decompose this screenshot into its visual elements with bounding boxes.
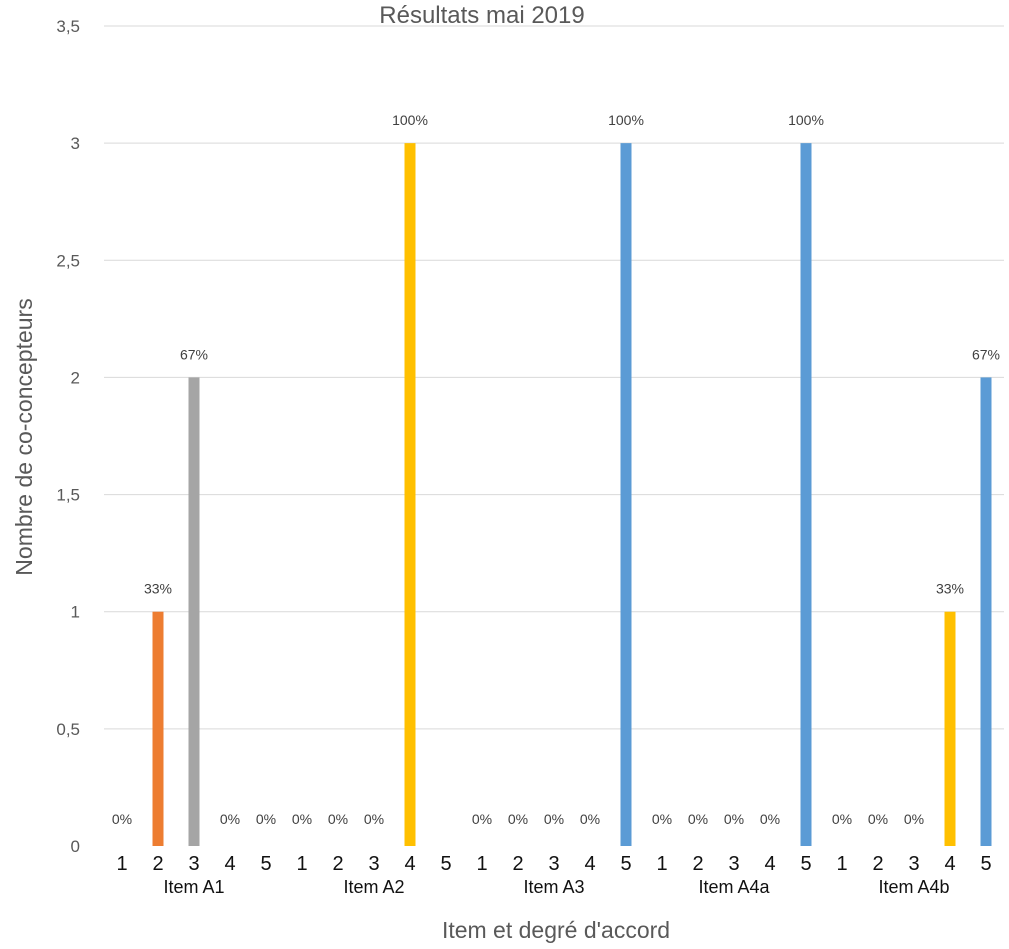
data-labels: 0% 33% 67% 0% 0% 0% 0% 0% 100% 0% 0% 0% 0% 100% 0% 0% 0%… [112,112,1000,827]
data-label: 0% [724,811,744,827]
y-tick-label: 1 [71,603,80,622]
data-label: 0% [508,811,528,827]
y-tick-label: 3,5 [56,17,80,36]
data-label: 100% [392,112,428,128]
x-tick-label: 1 [656,853,667,875]
data-label: 100% [788,112,824,128]
data-label: 67% [972,346,1000,362]
data-label: 0% [868,811,888,827]
bar [152,611,164,846]
x-axis-ticks: 1 2 3 4 5 Item A1 1 2 3 4 5 Item A2 1 2 3 4 5 Item A3 1 2 3 4… [116,853,991,897]
gridlines [104,25,1004,730]
chart-title: Résultats mai 2019 [379,2,584,29]
x-tick-label: 2 [152,853,163,875]
x-group-label: Item A2 [343,877,404,897]
data-label: 0% [292,811,312,827]
x-group-label: Item A4b [878,877,949,897]
x-tick-label: 5 [260,853,271,875]
data-label: 0% [904,811,924,827]
x-tick-label: 5 [620,853,631,875]
bar [944,611,956,846]
x-tick-label: 2 [872,853,883,875]
y-tick-label: 2 [71,368,80,387]
x-tick-label: 1 [296,853,307,875]
bar [800,143,812,847]
bar [404,143,416,847]
data-label: 0% [652,811,672,827]
x-tick-label: 4 [944,853,955,875]
data-label: 67% [180,346,208,362]
y-axis-ticks: 0 0,5 1 1,5 2 2,5 3 3,5 [56,17,80,856]
x-tick-label: 5 [440,853,451,875]
x-tick-label: 3 [728,853,739,875]
x-tick-label: 4 [404,853,415,875]
x-tick-label: 3 [188,853,199,875]
x-tick-label: 3 [908,853,919,875]
data-label: 0% [580,811,600,827]
data-label: 0% [832,811,852,827]
data-label: 33% [936,581,964,597]
x-tick-label: 2 [332,853,343,875]
data-label: 0% [328,811,348,827]
data-label: 0% [544,811,564,827]
x-tick-label: 3 [548,853,559,875]
x-tick-label: 5 [980,853,991,875]
bar [980,377,992,846]
y-tick-label: 0 [71,837,80,856]
x-tick-label: 4 [764,853,775,875]
x-tick-label: 4 [224,853,235,875]
x-tick-label: 1 [476,853,487,875]
bar [188,377,200,846]
bar [620,143,632,847]
y-tick-label: 3 [71,134,80,153]
data-label: 0% [472,811,492,827]
data-label: 0% [112,811,132,827]
data-label: 100% [608,112,644,128]
data-label: 0% [688,811,708,827]
data-label: 0% [220,811,240,827]
data-label: 0% [364,811,384,827]
x-tick-label: 1 [836,853,847,875]
y-tick-label: 0,5 [56,720,80,739]
x-group-label: Item A3 [523,877,584,897]
x-group-label: Item A1 [163,877,224,897]
x-axis-title: Item et degré d'accord [442,917,670,943]
x-tick-label: 2 [692,853,703,875]
data-label: 0% [760,811,780,827]
x-tick-label: 3 [368,853,379,875]
x-tick-label: 1 [116,853,127,875]
y-tick-label: 2,5 [56,251,80,270]
x-tick-label: 4 [584,853,595,875]
x-tick-label: 5 [800,853,811,875]
x-group-label: Item A4a [698,877,770,897]
data-label: 33% [144,581,172,597]
data-label: 0% [256,811,276,827]
bars [152,143,992,847]
x-tick-label: 2 [512,853,523,875]
y-axis-title: Nombre de co-concepteurs [11,298,37,575]
y-tick-label: 1,5 [56,486,80,505]
